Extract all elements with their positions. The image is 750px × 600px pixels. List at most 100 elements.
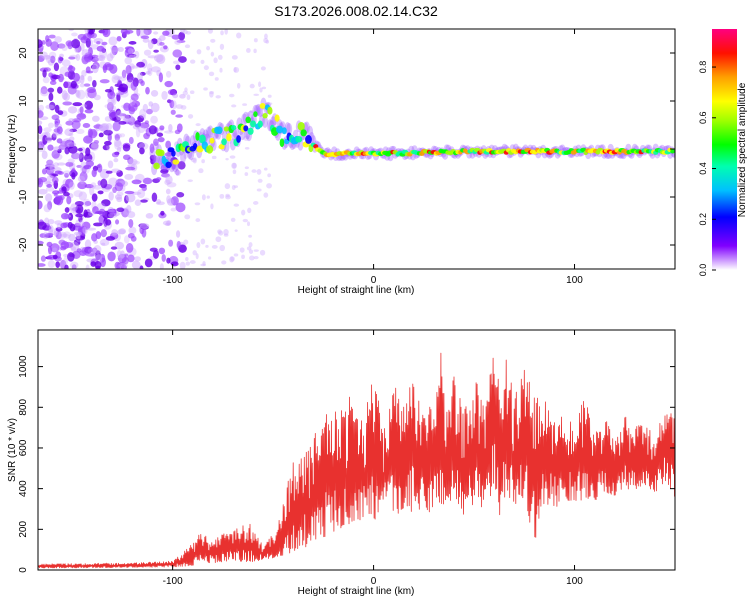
spectrogram-noise-blob [121, 69, 127, 79]
spectrogram-ridge-cell [236, 135, 241, 143]
spectrogram-image [38, 29, 675, 269]
spectrogram-noise-blob [41, 168, 47, 175]
spectrogram-noise-blob [40, 88, 49, 97]
spectrogram-noise-blob [150, 90, 159, 97]
spectrogram-noise-blob [65, 178, 74, 188]
spectrogram-noise-blob [56, 138, 63, 144]
spectrogram-noise-blob [231, 55, 238, 60]
spectrogram-noise-blob [138, 78, 144, 84]
spectrogram-noise-blob [156, 177, 162, 181]
spectrogram-noise-blob [115, 108, 121, 115]
snr-y-tick-label: 0 [18, 567, 29, 573]
spectrogram-noise-blob [57, 86, 63, 94]
spectrogram-noise-blob [136, 29, 141, 37]
spectrogram-noise-blob [57, 110, 64, 116]
spectrogram-noise-blob [55, 195, 63, 201]
spectrogram-noise-blob [219, 67, 223, 73]
spectrogram-noise-blob [125, 243, 134, 253]
spectrogram-noise-blob [143, 132, 150, 140]
spectrogram-noise-blob [57, 56, 63, 64]
spectrogram-noise-blob [267, 173, 271, 178]
spectrogram-noise-blob [98, 54, 106, 62]
spectrogram-noise-blob [48, 34, 56, 39]
spectrogram-noise-blob [99, 238, 110, 247]
spectrogram-noise-blob [164, 130, 174, 134]
spectrogram-ridge-cell [209, 137, 215, 144]
spectrogram-noise-blob [239, 247, 245, 253]
spectrogram-noise-blob [66, 195, 72, 205]
spectrogram-noise-blob [176, 192, 185, 198]
spectrogram-noise-blob [47, 122, 55, 129]
spectrogram-noise-blob [159, 41, 165, 46]
colorbar: 0.0 0.2 0.4 0.6 0.8 Normalized spectral ampl… [698, 29, 748, 276]
spectrogram-noise-blob [126, 211, 136, 218]
spectrogram-noise-blob [259, 249, 266, 256]
spectrogram-noise-blob [41, 150, 48, 160]
spectrogram-noise-blob [190, 59, 196, 64]
spectrogram-noise-blob [64, 147, 70, 155]
spectrogram-noise-blob [159, 125, 165, 131]
spectrogram-noise-blob [163, 45, 168, 50]
spectrogram-noise-blob [209, 91, 214, 98]
spectrogram-noise-blob [249, 110, 255, 113]
spectrogram-noise-blob [158, 72, 163, 83]
spectrogram-ridge-cell [262, 112, 268, 119]
figure-title: S173.2026.008.02.14.C32 [274, 3, 438, 19]
spectrogram-noise-blob [93, 38, 104, 44]
spectrogram-noise-blob [145, 213, 154, 219]
spectrogram-noise-blob [135, 127, 141, 138]
spectrogram-ridge-cell [279, 138, 285, 147]
spectrogram-noise-blob [143, 29, 152, 36]
spectrogram-noise-blob [77, 147, 83, 152]
spectrogram-ridge-halo [262, 115, 269, 128]
spectrogram-ridge-halo [241, 113, 248, 126]
spectrogram-noise-blob [111, 45, 118, 56]
spectrogram-noise-blob [105, 123, 113, 131]
spectrogram-noise-blob [169, 99, 175, 109]
spectrogram-noise-blob [56, 162, 66, 166]
spectrogram-noise-blob [248, 249, 254, 254]
spectrogram-noise-blob [232, 132, 237, 137]
spectrogram-noise-blob [107, 97, 115, 105]
spectrogram-noise-blob [102, 144, 110, 151]
spectrogram-noise-blob [130, 65, 140, 69]
spectrogram-noise-blob [139, 108, 147, 119]
spectrogram-noise-blob [38, 188, 48, 195]
spectrogram-noise-blob [71, 32, 78, 37]
spectrogram-noise-blob [131, 179, 142, 185]
spectrogram-ridge-cell [231, 125, 237, 131]
spectrogram-noise-blob [92, 206, 99, 215]
spectrogram-noise-blob [63, 92, 70, 102]
spectrogram-noise-blob [203, 65, 209, 71]
spectrogram-noise-blob [185, 261, 191, 266]
spectrogram-noise-blob [264, 33, 268, 40]
spectrogram-noise-blob [58, 231, 67, 239]
spectrogram-noise-blob [148, 125, 157, 135]
spectrogram-noise-blob [64, 264, 69, 269]
spectrogram-noise-blob [70, 203, 78, 212]
spectrogram-noise-blob [104, 116, 112, 122]
spectrogram-noise-blob [122, 207, 130, 215]
spectrogram-noise-blob [51, 173, 59, 177]
spectrogram-noise-blob [108, 191, 114, 201]
spectrogram-noise-blob [73, 239, 81, 246]
spectrogram-x-tick-label: 100 [566, 275, 583, 286]
spectrogram-noise-blob [111, 168, 121, 173]
spectrogram-noise-blob [90, 182, 97, 189]
snr-y-tick-label: 400 [18, 480, 29, 497]
spectrogram-noise-blob [183, 239, 189, 245]
spectrogram-noise-blob [61, 45, 68, 51]
spectrogram-noise-blob [256, 168, 262, 175]
spectrogram-noise-blob [150, 115, 158, 124]
spectrogram-ridge-cell [275, 125, 284, 134]
spectrogram-noise-blob [120, 29, 128, 35]
spectrogram-noise-blob [139, 223, 150, 229]
spectrogram-noise-blob [172, 49, 183, 58]
spectrogram-noise-blob [56, 222, 62, 230]
spectrogram-noise-blob [125, 65, 132, 75]
spectrogram-noise-blob [175, 114, 183, 118]
spectrogram-noise-blob [136, 142, 146, 149]
colorbar-gradient [712, 29, 737, 270]
spectrogram-noise-blob [90, 142, 99, 151]
